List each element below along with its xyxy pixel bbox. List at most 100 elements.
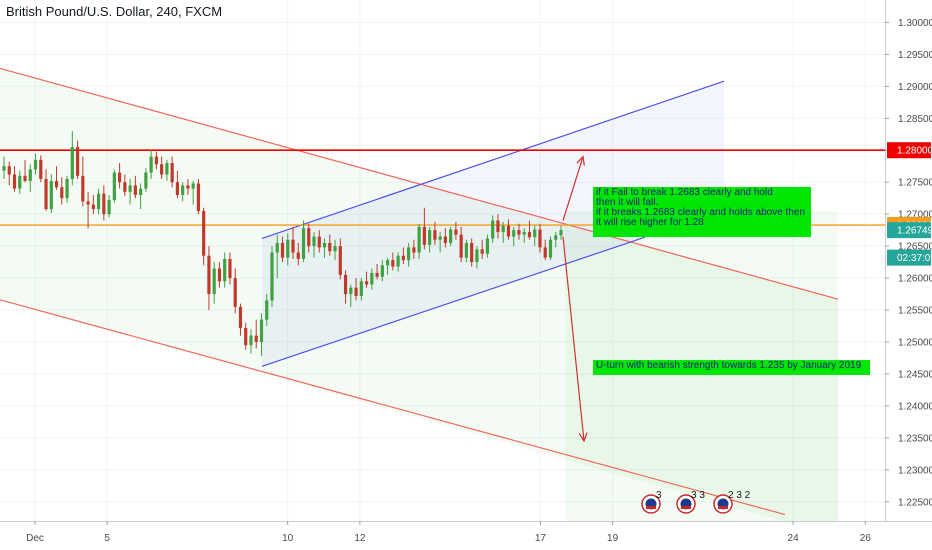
candle [491,215,495,243]
candle [349,284,353,307]
candle [144,168,148,192]
time-tick-label: 26 [860,533,872,544]
candle-body [522,232,526,235]
candle-body [517,230,521,235]
candle-body [480,249,484,254]
candle [12,166,17,192]
candle-body [470,242,474,263]
candle-body [107,200,111,215]
candle-body [380,265,384,277]
candle-body [181,185,185,195]
candle-body [244,327,248,346]
candle [385,257,390,275]
candle-body [118,172,122,183]
candle [175,170,180,199]
candle [191,180,195,205]
price-tag: 1.28000 [887,142,932,159]
candle [459,226,463,263]
candle-body [491,220,495,239]
bull-channel-top [261,80,725,240]
candle-body [228,258,232,279]
candle [65,175,69,203]
time-axis-bg [0,521,932,550]
candle-body [86,201,90,205]
event-flag-stripe [681,506,691,509]
candle [149,150,153,179]
candle [438,232,442,253]
candle-body [449,229,453,243]
annotation-uturn-note[interactable]: U-turn with bearish strength towards 1.2… [593,360,870,375]
price-tag-bg [887,142,931,159]
candle [548,236,553,261]
candle [443,228,447,248]
candle [280,236,285,263]
candle-body [91,204,95,210]
candle [112,169,116,203]
candle [28,164,32,192]
time-tick-label: Dec [26,533,44,544]
candle-body [49,180,53,210]
candle [496,214,500,239]
candle-body [464,242,469,258]
candle [249,329,253,354]
candle [375,264,379,280]
candle [512,226,516,247]
candle [228,252,232,285]
price-tick-label: 1.29000 [898,82,932,93]
arrow-down-head [578,432,588,443]
candle-body [154,156,158,165]
candle-body [128,185,132,192]
candle-body [96,193,101,210]
price-tick-label: 1.27500 [898,178,932,189]
candle [233,268,237,314]
arrow-up [562,155,585,221]
candle-body [412,247,416,253]
time-tick-label: 5 [104,533,110,544]
candle [254,319,258,349]
candle [522,228,526,243]
candle-body [312,236,316,247]
candle-body [202,210,206,256]
candle [301,220,306,263]
overlay: 3 3 3 2 3 2 [562,155,751,514]
symbol-title: British Pound/U.S. Dollar, 240, FXCM [6,4,223,19]
candle-body [328,242,332,252]
candles [2,131,563,357]
candle-body [238,306,243,328]
annotation-fail-note[interactable]: if it Fail to break 1.2683 clearly and h… [593,187,811,237]
candle-body [396,255,400,267]
candle-body [428,230,432,245]
candle [370,268,374,290]
candle [265,294,269,327]
candle [217,262,222,288]
price-tag-label: 1.28000 [897,146,932,157]
candle-body [280,242,285,258]
candle [107,194,111,218]
candle [18,170,22,194]
candle [333,239,337,261]
candle-body [160,164,164,175]
candle-body [23,175,27,181]
candle [123,174,127,197]
candle-body [354,287,358,296]
candle-body [401,255,405,261]
bull-channel-bottom [261,236,646,367]
candle [475,246,479,269]
candle [286,233,290,266]
candle [417,223,421,259]
candle [354,278,358,301]
price-tag-bg [887,222,931,239]
candle [364,271,369,288]
candle-body [548,239,553,258]
candle-body [196,183,201,211]
candle [165,159,169,181]
candle [128,178,132,205]
event-flag-icon: 2 3 2 [713,490,751,514]
bear-channel-top [0,67,839,300]
candle [196,178,201,215]
candle [407,242,411,267]
candle [517,223,521,240]
candle [533,225,537,247]
candle-body [54,180,59,188]
